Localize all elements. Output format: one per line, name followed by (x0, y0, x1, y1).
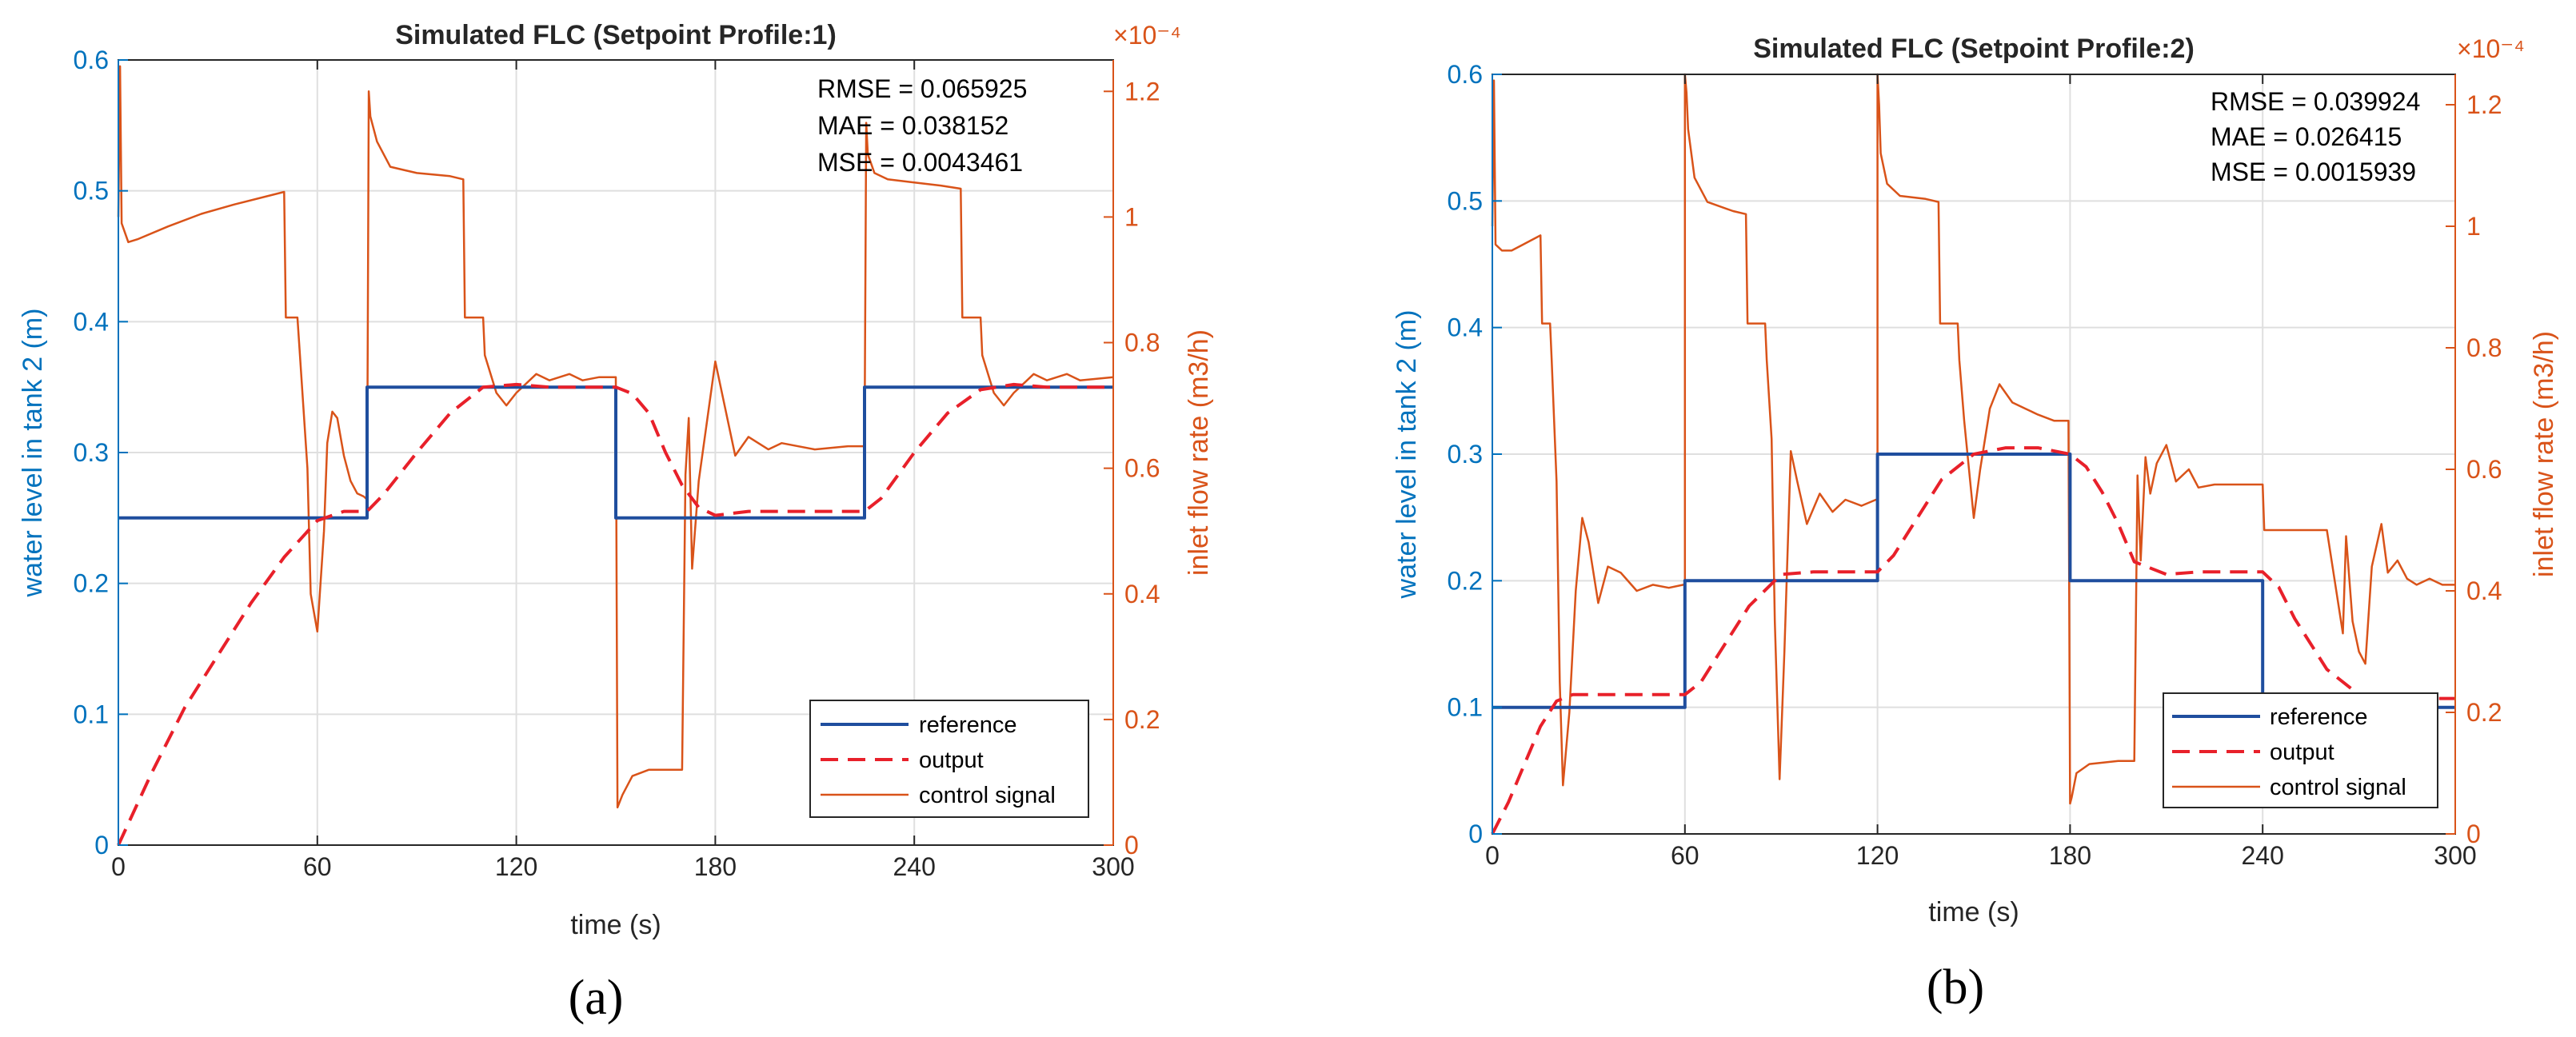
x-tick-label: 0 (1485, 841, 1500, 870)
ticks: 0 60 120 180 240 30000.10.20.30.40.50.600.20.… (1448, 60, 2502, 870)
y-right-tick-label: 0.4 (2466, 576, 2502, 605)
legend: reference output control signal (2163, 692, 2438, 808)
y-left-tick-label: 0.1 (1448, 693, 1483, 722)
y-left-tick-label: 0.3 (74, 438, 109, 467)
legend-label-control-signal: control signal (919, 783, 1056, 808)
x-axis-label: time (s) (1928, 897, 2019, 927)
series-line-reference (118, 385, 1113, 520)
subfigure-label: (a) (569, 971, 624, 1025)
legend-label-reference: reference (919, 712, 1017, 738)
y-right-tick-label: 1.2 (2466, 90, 2502, 119)
legend-label-output: output (2270, 740, 2334, 765)
y-right-tick-label: 0.8 (1124, 329, 1160, 357)
y-right-tick-label: 1 (1124, 202, 1139, 231)
stat-mse: MSE = 0.0015939 (2211, 158, 2416, 186)
chart-title: Simulated FLC (Setpoint Profile:2) (1753, 34, 2195, 64)
x-tick-label: 300 (1092, 852, 1134, 881)
y-left-tick-label: 0.6 (74, 46, 109, 74)
y-axis-right-label: inlet flow rate (m3/h) (2529, 331, 2559, 577)
y-right-tick-label: 1 (2466, 212, 2481, 241)
y-axis-right-label: inlet flow rate (m3/h) (1184, 329, 1214, 576)
y-right-tick-label: 0.8 (2466, 333, 2502, 362)
y-right-tick-label: 1.2 (1124, 77, 1160, 106)
x-tick-label: 180 (694, 852, 737, 881)
x-tick-label: 120 (495, 852, 537, 881)
x-tick-label: 60 (1671, 841, 1699, 870)
legend-label-control-signal: control signal (2270, 775, 2406, 800)
series-layer (117, 65, 1114, 846)
y-right-tick-label: 0.4 (1124, 580, 1160, 608)
y-right-tick-label: 0 (1124, 831, 1139, 860)
y-left-tick-label: 0.4 (74, 307, 109, 336)
y-right-tick-label: 0.2 (2466, 698, 2502, 727)
x-axis-label: time (s) (570, 910, 661, 940)
y-left-tick-label: 0 (1468, 820, 1483, 848)
y-left-tick-label: 0.2 (74, 569, 109, 598)
right-axis-multiplier: ×10⁻⁴ (1113, 21, 1181, 50)
legend: reference output control signal (809, 700, 1089, 818)
stat-mse: MSE = 0.0043461 (817, 148, 1023, 177)
chart-panel-a: 0 60 120 180 240 30000.10.20.30.40.50.600.20.… (18, 20, 1214, 1025)
x-tick-label: 0 (111, 852, 126, 881)
y-axis-left-label: water level in tank 2 (m) (1392, 310, 1422, 600)
x-tick-label: 240 (2242, 841, 2284, 870)
y-axis-left-label: water level in tank 2 (m) (18, 309, 48, 598)
y-left-tick-label: 0.5 (1448, 186, 1483, 215)
x-tick-label: 180 (2049, 841, 2091, 870)
x-tick-label: 240 (893, 852, 936, 881)
stats-box: RMSE = 0.039924 MAE = 0.026415 MSE = 0.0… (2211, 87, 2420, 186)
y-left-tick-label: 0.3 (1448, 440, 1483, 469)
y-left-tick-label: 0.4 (1448, 313, 1483, 342)
y-right-tick-label: 0.6 (2466, 455, 2502, 484)
legend-label-output: output (919, 748, 984, 773)
series-line-control-signal (117, 65, 1114, 809)
legend-label-reference: reference (2270, 704, 2368, 730)
series-line-control-signal (1491, 73, 2455, 805)
y-left-tick-label: 0 (94, 831, 109, 860)
stat-mae: MAE = 0.026415 (2211, 122, 2402, 151)
series-layer (1491, 73, 2455, 835)
x-tick-label: 120 (1856, 841, 1899, 870)
series-line-output (1491, 446, 2455, 835)
series-line-output (117, 382, 1113, 846)
y-left-tick-label: 0.5 (74, 177, 109, 205)
right-axis-multiplier: ×10⁻⁴ (2457, 34, 2525, 63)
chart-title: Simulated FLC (Setpoint Profile:1) (395, 20, 837, 50)
x-tick-label: 300 (2434, 841, 2476, 870)
chart-panel-b: 0 60 120 180 240 30000.10.20.30.40.50.600.20.… (1392, 34, 2559, 1015)
ticks: 0 60 120 180 240 30000.10.20.30.40.50.600.20.… (74, 46, 1160, 881)
y-left-tick-label: 0.1 (74, 700, 109, 728)
stats-box: RMSE = 0.065925 MAE = 0.038152 MSE = 0.0… (817, 74, 1027, 177)
subfigure-label: (b) (1927, 960, 1984, 1015)
stat-rmse: RMSE = 0.065925 (817, 74, 1027, 103)
y-right-tick-label: 0.6 (1124, 454, 1160, 483)
x-tick-label: 60 (303, 852, 332, 881)
y-left-tick-label: 0.6 (1448, 60, 1483, 89)
y-right-tick-label: 0.2 (1124, 705, 1160, 734)
y-left-tick-label: 0.2 (1448, 566, 1483, 595)
y-right-tick-label: 0 (2466, 820, 2481, 848)
stat-mae: MAE = 0.038152 (817, 111, 1008, 140)
stat-rmse: RMSE = 0.039924 (2211, 87, 2420, 116)
